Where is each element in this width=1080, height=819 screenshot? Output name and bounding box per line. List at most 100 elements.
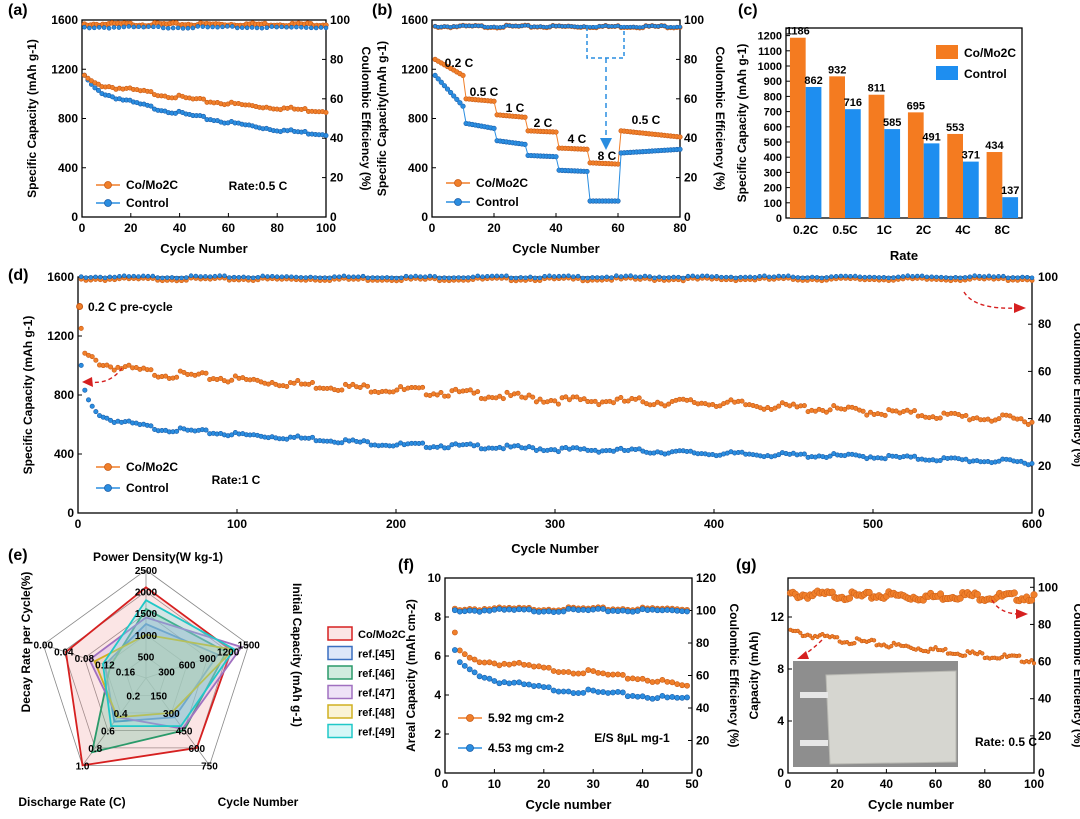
radar-tick-label: 2000 — [135, 588, 158, 599]
y-tick-label: 1600 — [51, 13, 78, 27]
rate-label: 0.2 C — [445, 56, 474, 70]
control-point — [420, 440, 426, 446]
comoc-point — [555, 401, 561, 407]
panel-c: (c) 0 100 200 300 400 500 600 700 800 900 1000 1100 1… — [735, 2, 1023, 263]
x-tick-label: 60 — [611, 221, 625, 235]
y-axis-label: Specific Capacity (mAh g-1) — [21, 316, 35, 475]
ce-point — [87, 25, 92, 31]
radar-grid — [83, 612, 209, 731]
y-axis-label: Capacity (mAh) — [747, 631, 761, 719]
loading-high-point — [649, 679, 656, 685]
comoc-point — [566, 397, 572, 403]
loading-low-point — [550, 687, 557, 694]
radar-axis-label: Initial Capacity (mAh g-1) — [290, 583, 304, 727]
comoc-point — [1029, 419, 1035, 425]
comoc-point — [515, 390, 521, 396]
comoc-point — [81, 72, 87, 78]
legend-high-marker — [466, 714, 474, 722]
ce-point — [934, 274, 939, 280]
y-axis-label: Specific Capacity (mAh g-1) — [735, 44, 749, 203]
control-point — [104, 415, 110, 421]
pouch-cell-tab — [800, 740, 828, 746]
ce-point — [289, 274, 294, 280]
ce-point — [259, 25, 265, 31]
x-tick-label: 100 — [316, 221, 336, 235]
y2-tick-label: 60 — [1038, 655, 1052, 669]
legend-comoc-label: Co/Mo2C — [126, 460, 178, 474]
y2-tick-label: 60 — [684, 92, 698, 106]
control-point — [445, 445, 451, 451]
ce-point — [819, 275, 825, 281]
ce-point — [155, 275, 160, 280]
radar-tick-label: 600 — [179, 661, 196, 672]
ce-point — [575, 273, 581, 279]
legend-low-label: 4.53 mg cm-2 — [488, 741, 564, 755]
ce-point — [996, 274, 1001, 279]
comoc-point — [882, 412, 888, 418]
ce-point — [781, 273, 786, 279]
x-tick-label: 30 — [587, 777, 601, 791]
ce-point — [671, 274, 676, 280]
legend-swatch — [327, 723, 353, 739]
y-tick-label: 800 — [408, 112, 428, 126]
comoc-line — [434, 58, 681, 165]
control-point — [996, 458, 1002, 464]
x-tick-label: 0.5C — [832, 223, 858, 237]
precycle-point — [76, 303, 84, 310]
comoc-point — [232, 373, 238, 379]
ce-point — [805, 275, 810, 280]
ce-point — [1010, 589, 1018, 597]
y-tick-label: 1600 — [47, 270, 74, 284]
y-tick-label: 700 — [764, 107, 782, 119]
x-tick-label: 80 — [673, 221, 687, 235]
control-point — [148, 103, 154, 109]
ce-point — [595, 606, 602, 612]
comoc-point — [985, 416, 991, 422]
ce-point — [456, 275, 461, 280]
ce-point — [610, 607, 616, 614]
comoc-point — [108, 364, 114, 370]
comoc-point — [530, 394, 536, 400]
ce-point — [848, 273, 853, 279]
legend-swatch — [327, 704, 353, 719]
loading-high-point — [659, 676, 666, 683]
loading-high-point — [644, 677, 651, 684]
radar-axis-label: Power Density(W kg-1) — [93, 550, 223, 564]
radar-tick-label: 150 — [150, 691, 167, 702]
ce-point — [88, 275, 94, 280]
ce-point — [560, 608, 567, 615]
ce-point — [669, 607, 676, 614]
y-tick-label: 400 — [408, 161, 428, 175]
y2-tick-label: 60 — [1038, 364, 1052, 378]
control-point — [309, 434, 315, 440]
ce-point — [532, 275, 538, 281]
ce-point — [679, 608, 686, 615]
ce-point — [1005, 275, 1011, 281]
radar-tick-label: 0.8 — [88, 744, 102, 755]
loading-low-point — [496, 680, 503, 687]
ce-point — [394, 275, 399, 281]
radar-tick-label: 0.04 — [54, 647, 74, 658]
ce-point — [384, 275, 390, 280]
loading-low-point — [664, 694, 671, 701]
loading-low-point — [545, 684, 552, 691]
radar-tick-label: 750 — [201, 761, 218, 772]
legend-swatch — [327, 684, 353, 700]
control-line — [434, 75, 681, 202]
radar-tick-label: 1500 — [135, 609, 158, 620]
comoc-point — [552, 398, 558, 404]
y-tick-label: 500 — [764, 137, 782, 149]
ce-point — [225, 24, 230, 29]
panel-a: (a)0 20 40 60 80 1000400800120016000204060801… — [8, 2, 373, 256]
legend-swatch — [327, 626, 353, 641]
ce-point — [1015, 275, 1020, 280]
ce-point — [676, 274, 681, 280]
legend-label: ref.[47] — [358, 688, 395, 700]
ce-point — [924, 274, 930, 280]
x-tick-label: 300 — [545, 517, 565, 531]
loading-low-point — [481, 674, 488, 681]
ce-point — [714, 274, 719, 279]
ce-point — [652, 275, 657, 281]
ce-point — [867, 274, 872, 280]
ce-point — [738, 274, 743, 280]
